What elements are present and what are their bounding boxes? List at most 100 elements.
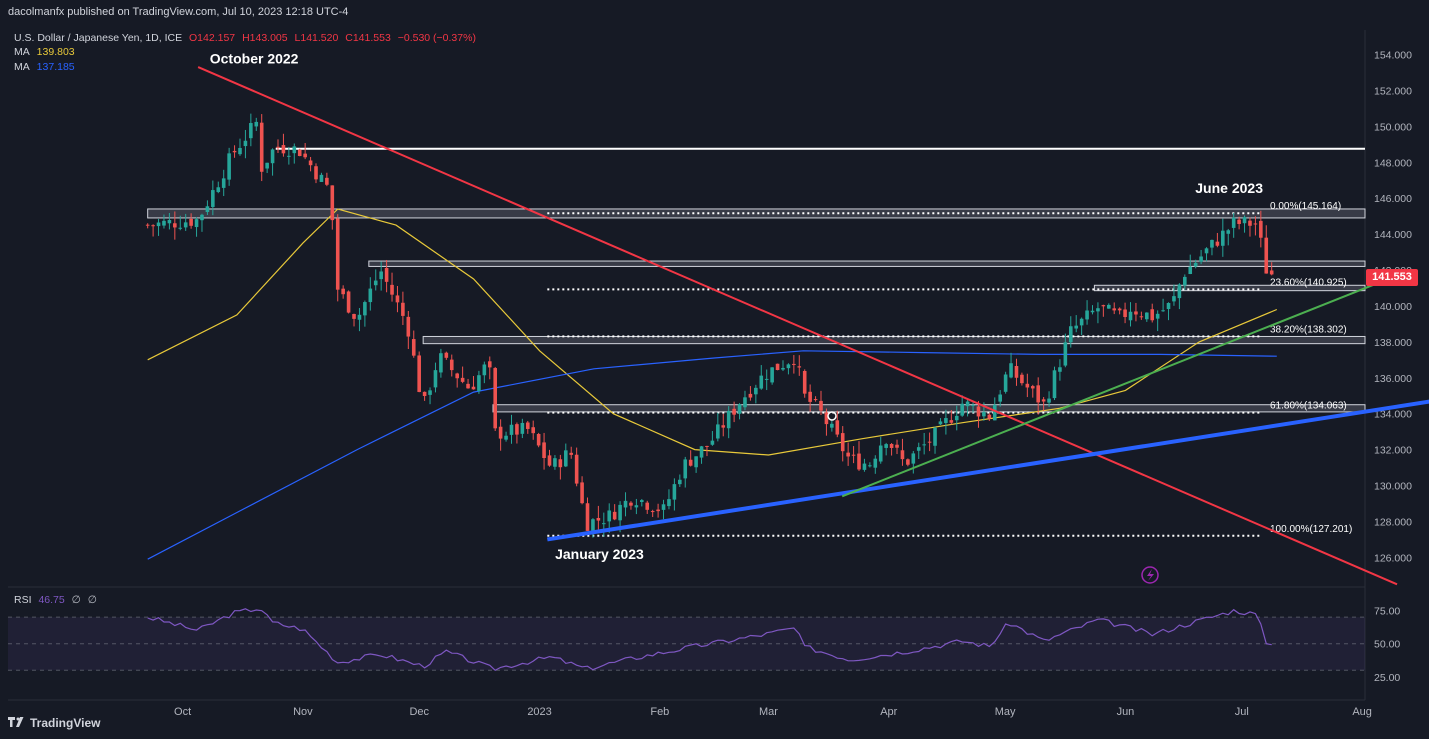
candle-body [873, 458, 878, 468]
candle-body [1231, 217, 1236, 228]
fib-level-label: 23.60%(140.925) [1270, 277, 1347, 288]
candle-body [276, 146, 280, 148]
candle-body [542, 442, 546, 459]
candle-body [987, 414, 992, 419]
candle-body [254, 121, 259, 127]
candle-body [477, 375, 481, 391]
candle-body [992, 404, 997, 421]
event-flash-icon [1141, 566, 1159, 584]
candle-body [156, 222, 161, 227]
close-value: C141.553 [345, 32, 391, 44]
candle-body [346, 291, 351, 313]
candle-body [764, 378, 769, 380]
candle-body [1226, 230, 1231, 234]
y-tick-label: 136.000 [1374, 373, 1412, 385]
candle-body [1204, 248, 1209, 254]
y-tick-label: 154.000 [1374, 50, 1412, 62]
candle-body [759, 375, 764, 389]
candle-body [737, 404, 742, 414]
candle-body [1063, 342, 1068, 366]
rsi-line [147, 608, 1272, 672]
candle-body [363, 302, 367, 316]
footer-brand[interactable]: TradingView [8, 716, 100, 730]
candle-body [449, 359, 454, 371]
x-tick-label: Oct [174, 706, 191, 718]
candle-body [1036, 385, 1040, 403]
candle-body [297, 149, 302, 157]
candle-body [1193, 262, 1198, 267]
x-tick-label: 2023 [527, 706, 551, 718]
candle-body [1041, 399, 1046, 402]
candle-body [916, 447, 921, 451]
candle-body [314, 166, 318, 180]
candle-body [205, 206, 210, 213]
candle-body [1134, 311, 1138, 315]
candle-body [292, 146, 297, 154]
candle-body [971, 405, 975, 407]
rsi-y-tick-label: 25.00 [1374, 672, 1400, 684]
fib-level-label: 61.80%(134.063) [1270, 401, 1347, 412]
candle-body [878, 445, 883, 462]
candle-body [1090, 310, 1095, 313]
ma1-legend[interactable]: MA 139.803 [14, 46, 79, 58]
marker-circle-icon [827, 411, 837, 421]
candle-body [1172, 296, 1176, 302]
ma2-legend[interactable]: MA 137.185 [14, 61, 79, 73]
ma2-value: 137.185 [36, 61, 75, 73]
candle-body [460, 377, 465, 382]
candle-body [775, 363, 780, 371]
candle-body [558, 459, 563, 468]
rsi-extra-2: ∅ [87, 594, 97, 606]
candle-body [602, 523, 606, 525]
candle-body [1264, 237, 1269, 274]
candle-body [781, 367, 785, 370]
candle-body [1014, 365, 1019, 378]
candle-body [281, 145, 286, 154]
candle-body [1242, 217, 1247, 224]
candle-body [922, 444, 926, 446]
candle-body [889, 444, 894, 448]
candle-body [683, 459, 688, 479]
low-value: L141.520 [294, 32, 339, 44]
candle-body [938, 421, 943, 425]
rsi-y-tick-label: 75.00 [1374, 606, 1400, 618]
candle-body [395, 295, 400, 303]
candle-body [1145, 312, 1149, 320]
candle-body [830, 423, 834, 428]
candle-body [553, 458, 557, 467]
candle-body [1009, 363, 1013, 378]
annotation-label: January 2023 [555, 546, 644, 562]
candle-body [422, 391, 427, 397]
candle-body [216, 187, 221, 193]
candle-body [145, 224, 150, 226]
rsi-legend[interactable]: RSI 46.75 ∅ ∅ [14, 594, 101, 606]
candle-body [357, 314, 362, 320]
candle-body [482, 364, 487, 376]
candle-body [868, 465, 872, 467]
candle-body [661, 504, 666, 510]
y-tick-label: 134.000 [1374, 409, 1412, 421]
candle-body [678, 479, 682, 485]
open-value: O142.157 [189, 32, 236, 44]
candle-body [183, 222, 188, 228]
x-tick-label: Jul [1235, 706, 1249, 718]
candle-body [151, 225, 155, 227]
candle-body [900, 450, 905, 460]
candle-body [227, 153, 231, 180]
candle-body [982, 411, 986, 417]
candle-body [884, 444, 888, 448]
trendline-blue [547, 399, 1429, 542]
candle-body [569, 452, 574, 455]
candle-body [352, 314, 356, 319]
candle-body [335, 218, 340, 290]
ma1-label: MA [14, 46, 30, 58]
candle-body [265, 162, 269, 169]
last-price-tag: 141.553 [1366, 269, 1418, 286]
candle-body [325, 177, 329, 185]
candle-body [906, 459, 910, 465]
candle-body [259, 122, 264, 172]
candle-body [1237, 219, 1241, 224]
candle-body [466, 383, 470, 389]
